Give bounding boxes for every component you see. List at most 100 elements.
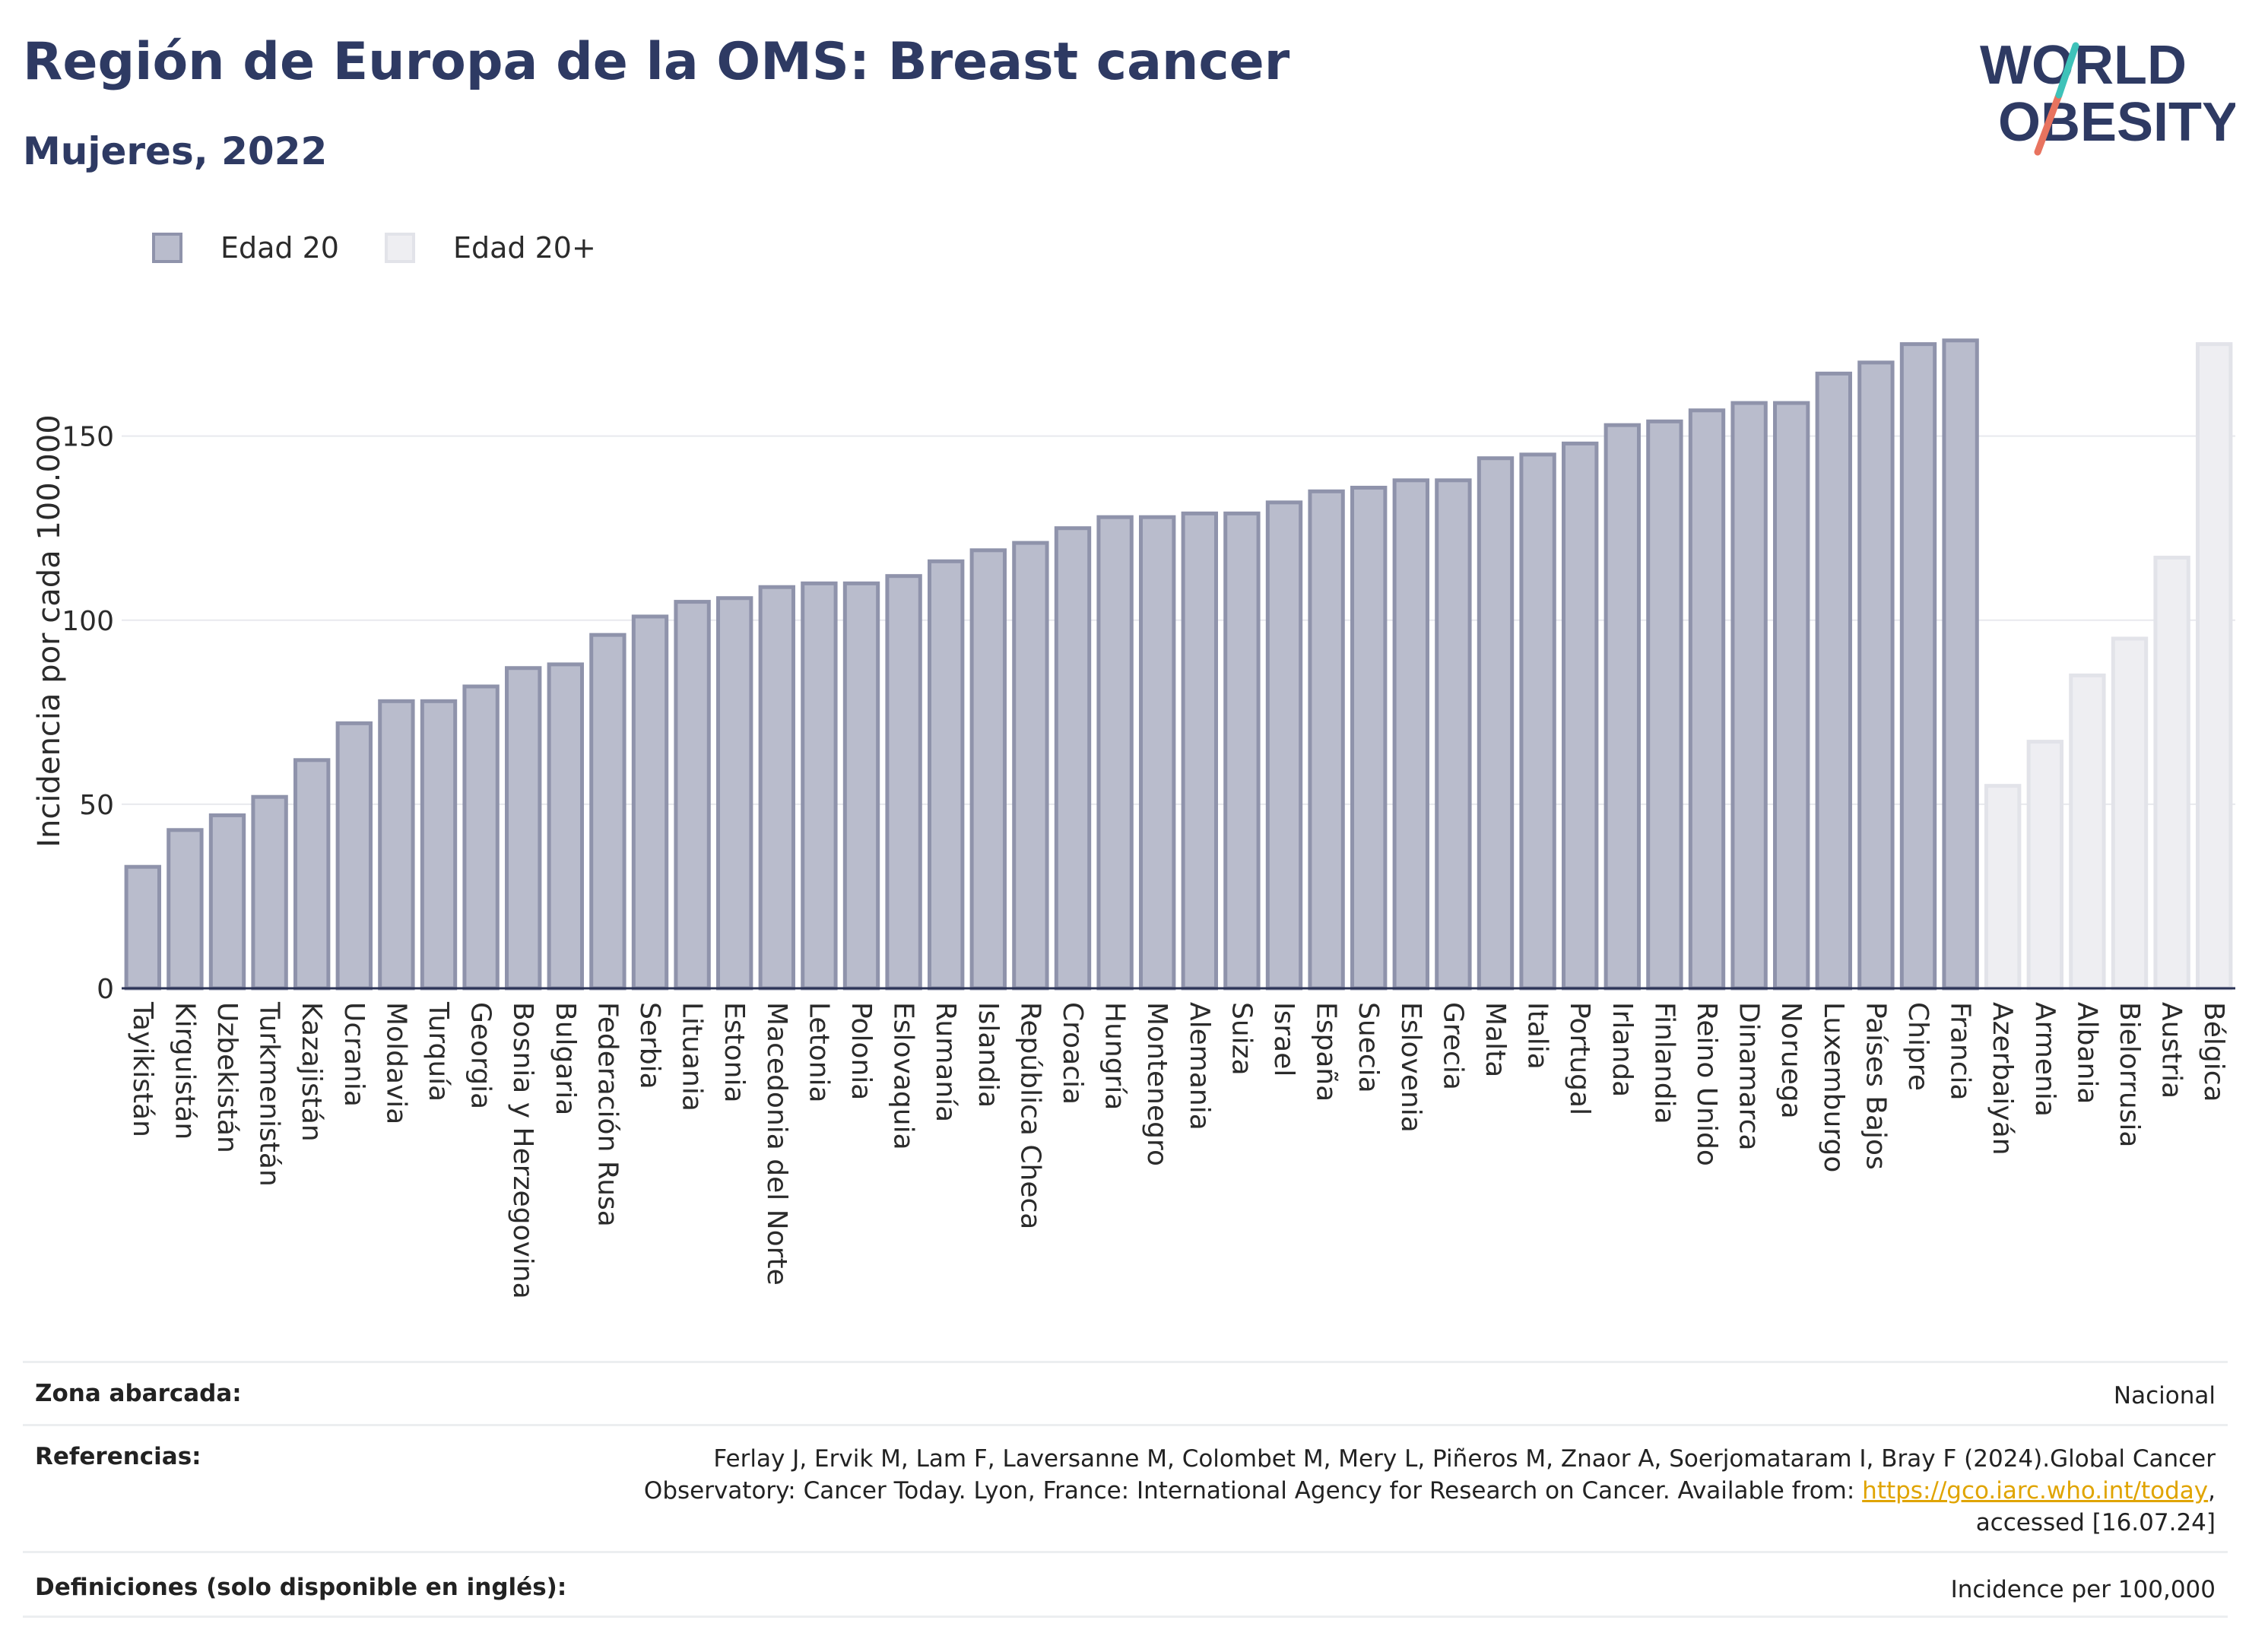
x-tick-label: Armenia: [2029, 1002, 2060, 1117]
reference-link[interactable]: https://gco.iarc.who.int/today: [1862, 1477, 2209, 1505]
footer-value-definiciones: Incidence per 100,000: [1950, 1576, 2216, 1603]
bar: [1308, 489, 1345, 991]
x-tick-label: Ucrania: [338, 1002, 370, 1107]
x-tick-label: Kazajistán: [296, 1002, 327, 1142]
footer-label-definiciones: Definiciones (solo disponible en inglés)…: [35, 1574, 567, 1601]
bar: [1350, 485, 1388, 991]
bar: [335, 721, 373, 991]
bar: [293, 758, 331, 991]
bar: [1562, 441, 1599, 991]
x-tick-label: Suiza: [1226, 1002, 1257, 1076]
bar: [1519, 452, 1556, 991]
bar: [1435, 478, 1472, 991]
x-tick-label: Uzbekistán: [211, 1002, 243, 1153]
x-tick-label: Macedonia del Norte: [761, 1002, 792, 1286]
x-tick-label: Serbia: [634, 1002, 665, 1089]
bar: [928, 559, 965, 991]
x-tick-label: Irlanda: [1607, 1002, 1638, 1097]
footer-value-zona: Nacional: [2113, 1382, 2216, 1409]
bar: [716, 596, 753, 991]
footer-divider: [23, 1361, 2228, 1363]
world-obesity-logo: WORLD OBESITY: [1980, 35, 2235, 156]
logo-line-2: OBESITY: [1998, 92, 2235, 153]
x-tick-label: Georgia: [465, 1002, 496, 1109]
bar: [631, 614, 669, 991]
x-tick-label: Bélgica: [2198, 1002, 2229, 1102]
reference-line-1: Ferlay J, Ervik M, Lam F, Laversanne M, …: [713, 1445, 2216, 1473]
legend-swatch-edad-20-plus: [384, 233, 415, 263]
x-tick-label: Dinamarca: [1734, 1002, 1765, 1151]
bar: [1477, 456, 1515, 991]
reference-line-3: accessed [16.07.24]: [1975, 1509, 2216, 1536]
x-tick-label: Turquía: [423, 1001, 454, 1102]
bar: [208, 813, 246, 991]
x-tick-label: Austria: [2156, 1002, 2187, 1099]
x-tick-label: Eslovenia: [1395, 1002, 1426, 1133]
legend-item-edad-20-plus[interactable]: Edad 20+: [384, 231, 596, 265]
x-tick-label: Azerbaiyán: [1987, 1002, 2018, 1156]
x-tick-label: Suecia: [1353, 1002, 1384, 1093]
bar: [1857, 360, 1895, 991]
y-axis-label: Incidencia por cada 100.000: [32, 414, 67, 848]
bar: [885, 574, 922, 991]
legend-item-edad-20[interactable]: Edad 20: [152, 231, 339, 265]
bar: [1054, 526, 1092, 991]
bar: [1603, 423, 1641, 991]
x-tick-label: Malta: [1480, 1002, 1511, 1077]
bar: [420, 699, 458, 991]
bar: [1139, 515, 1176, 991]
reference-line-2: Observatory: Cancer Today. Lyon, France:…: [643, 1477, 2216, 1505]
bar: [2196, 342, 2233, 991]
bar: [589, 633, 626, 991]
logo-line-1: WORLD: [1980, 35, 2187, 96]
legend-swatch-edad-20: [152, 233, 182, 263]
x-tick-label: Grecia: [1437, 1002, 1468, 1090]
bar: [378, 699, 415, 991]
bar: [674, 600, 711, 991]
bar: [1392, 478, 1429, 991]
bar: [1773, 401, 1810, 991]
legend-label-edad-20: Edad 20: [220, 231, 339, 265]
bar: [801, 581, 838, 991]
bar: [2153, 555, 2190, 991]
x-tick-label: Eslovaquia: [888, 1002, 919, 1150]
bar: [2069, 673, 2106, 991]
legend-label-edad-20-plus: Edad 20+: [452, 231, 596, 265]
x-tick-label: Islandia: [972, 1002, 1004, 1108]
x-tick-label: Croacia: [1057, 1002, 1088, 1105]
y-tick-label: 0: [97, 974, 114, 1005]
x-tick-label: Reino Unido: [1691, 1002, 1722, 1166]
bar: [1730, 401, 1768, 991]
x-tick-label: Italia: [1522, 1002, 1553, 1070]
bar: [842, 581, 880, 991]
x-tick-label: Luxemburgo: [1818, 1002, 1849, 1172]
bar: [462, 684, 500, 991]
bar: [1181, 511, 1218, 991]
x-tick-label: Portugal: [1564, 1002, 1595, 1115]
x-tick-label: Lituania: [677, 1002, 708, 1111]
bar: [1942, 338, 1979, 991]
bar: [1096, 515, 1134, 991]
x-tick-label: Moldavia: [380, 1002, 411, 1124]
footer-label-referencias: Referencias:: [35, 1443, 201, 1470]
bar: [2026, 740, 2063, 991]
y-tick-label: 150: [62, 422, 114, 453]
x-tick-label: Francia: [1945, 1002, 1976, 1101]
x-tick-label: Hungría: [1099, 1002, 1131, 1110]
x-tick-label: Bosnia y Herzegovina: [507, 1002, 538, 1299]
x-tick-label: Kirguistán: [169, 1002, 200, 1140]
y-tick-label: 50: [79, 790, 114, 821]
footer-divider: [23, 1551, 2228, 1553]
bar: [505, 666, 542, 991]
bar: [969, 548, 1007, 991]
chart-title: Región de Europa de la OMS: Breast cance…: [23, 32, 1290, 92]
bar: [758, 585, 795, 991]
x-tick-label: Estonia: [718, 1002, 750, 1103]
footer-value-referencias: Ferlay J, Ervik M, Lam F, Laversanne M, …: [644, 1443, 2216, 1539]
bar: [1815, 371, 1852, 991]
x-tick-label: Polonia: [845, 1002, 877, 1100]
bar: [547, 662, 584, 991]
bar: [1223, 511, 1261, 991]
x-tick-label: Turkmenistán: [254, 1001, 285, 1187]
